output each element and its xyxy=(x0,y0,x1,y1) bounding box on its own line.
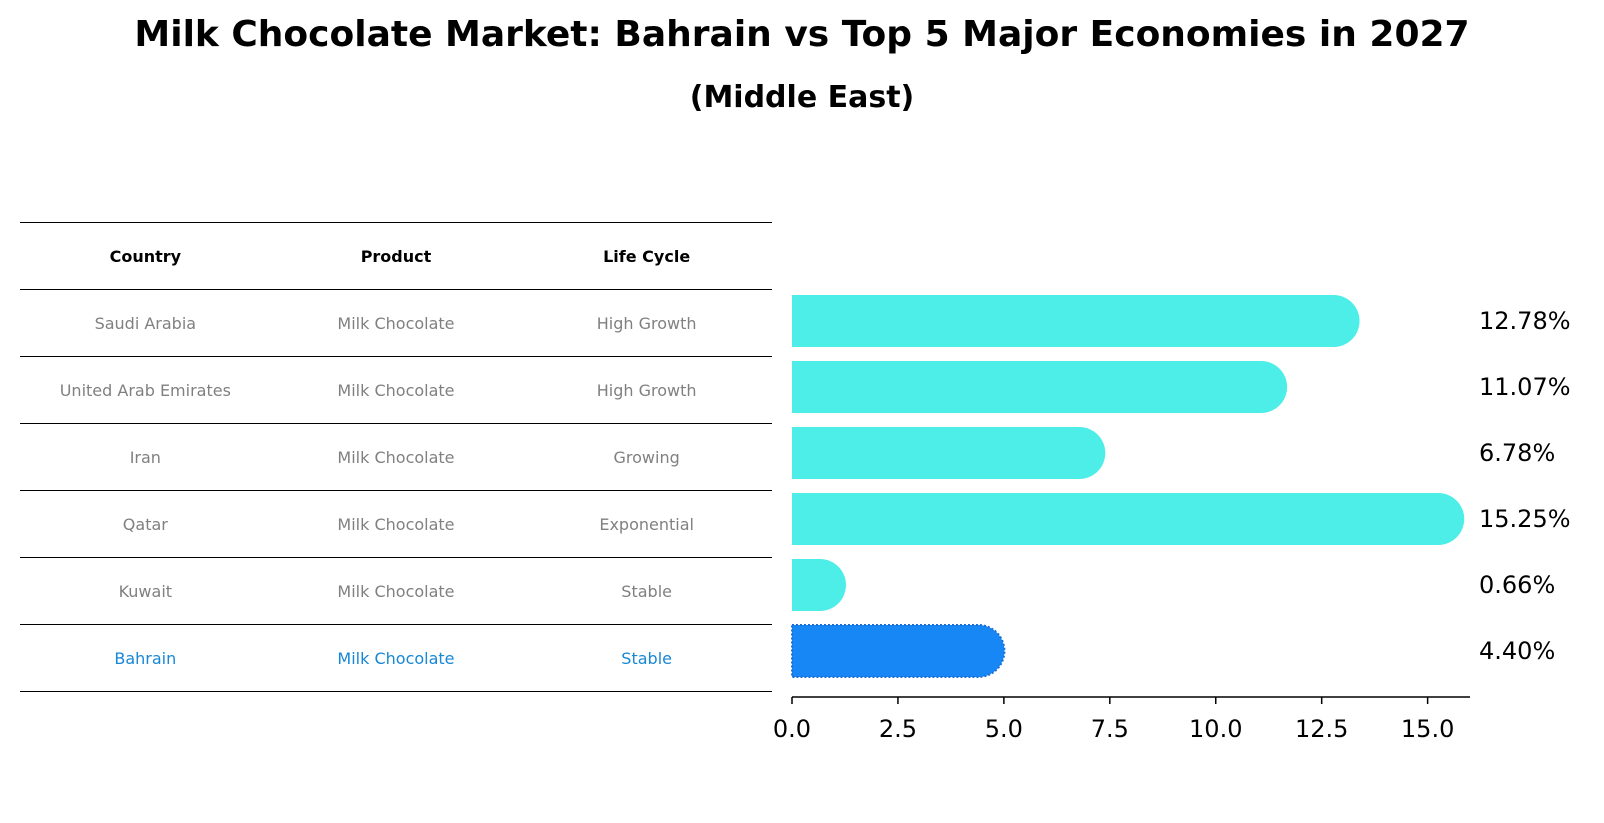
cell-country: Kuwait xyxy=(118,581,173,601)
table-row: Iran Milk Chocolate Growing xyxy=(20,424,772,491)
bar xyxy=(792,427,1106,479)
cell-life-cycle: Stable xyxy=(621,581,672,601)
cell-life-cycle: Growing xyxy=(613,447,680,467)
bar-value-label: 0.66% xyxy=(1479,571,1555,599)
bar-value-label: 6.78% xyxy=(1479,439,1555,467)
cell-product: Milk Chocolate xyxy=(337,313,455,333)
table-row: Saudi Arabia Milk Chocolate High Growth xyxy=(20,290,772,357)
column-header-life-cycle: Life Cycle xyxy=(603,246,691,266)
x-tick-label: 15.0 xyxy=(1401,715,1454,743)
cell-country: Iran xyxy=(129,447,161,467)
table-header-row: Country Product Life Cycle xyxy=(20,223,772,290)
bar-value-label: 11.07% xyxy=(1479,373,1571,401)
cell-life-cycle: High Growth xyxy=(596,313,697,333)
cell-product: Milk Chocolate xyxy=(337,380,455,400)
x-tick-label: 5.0 xyxy=(985,715,1023,743)
cell-country: Qatar xyxy=(122,514,168,534)
x-tick-label: 7.5 xyxy=(1091,715,1129,743)
chart-subtitle: (Middle East) xyxy=(689,80,915,115)
chart-title: Milk Chocolate Market: Bahrain vs Top 5 … xyxy=(134,14,1470,55)
bar xyxy=(792,361,1288,413)
bar xyxy=(792,493,1465,545)
bar-highlighted xyxy=(791,624,1006,678)
cell-product: Milk Chocolate xyxy=(337,648,455,668)
bar xyxy=(792,295,1360,347)
cell-country: Bahrain xyxy=(114,648,177,668)
cell-life-cycle: Stable xyxy=(621,648,672,668)
column-header-product: Product xyxy=(360,246,432,266)
cell-country: United Arab Emirates xyxy=(59,380,231,400)
column-header-country: Country xyxy=(109,246,182,266)
cell-life-cycle: Exponential xyxy=(599,514,694,534)
x-tick-label: 2.5 xyxy=(879,715,917,743)
bar-value-label: 15.25% xyxy=(1479,505,1571,533)
table-row: Qatar Milk Chocolate Exponential xyxy=(20,491,772,558)
cell-product: Milk Chocolate xyxy=(337,447,455,467)
table-row: United Arab Emirates Milk Chocolate High… xyxy=(20,357,772,424)
cell-product: Milk Chocolate xyxy=(337,514,455,534)
bar-value-label: 12.78% xyxy=(1479,307,1571,335)
x-tick-label: 10.0 xyxy=(1189,715,1242,743)
cell-life-cycle: High Growth xyxy=(596,380,697,400)
bar xyxy=(792,559,846,611)
x-tick-label: 0.0 xyxy=(773,715,811,743)
cell-country: Saudi Arabia xyxy=(94,313,197,333)
cell-product: Milk Chocolate xyxy=(337,581,455,601)
bar-value-label: 4.40% xyxy=(1479,637,1555,665)
table-row-highlighted: Bahrain Milk Chocolate Stable xyxy=(20,625,772,692)
table-row: Kuwait Milk Chocolate Stable xyxy=(20,558,772,625)
data-table: Country Product Life Cycle Saudi Arabia … xyxy=(20,222,772,692)
x-tick-label: 12.5 xyxy=(1295,715,1348,743)
